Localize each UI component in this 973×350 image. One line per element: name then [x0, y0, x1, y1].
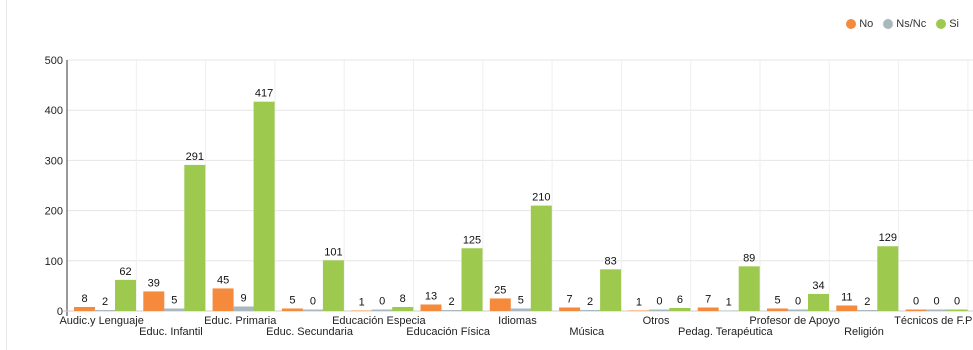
- bar-nsnc-11: [857, 310, 878, 311]
- bar-si-11: [877, 246, 898, 311]
- x-tick-label-9: Pedag. Terapéutica: [678, 326, 773, 338]
- bar-si-1: [184, 165, 205, 311]
- bar-no-1: [143, 291, 164, 311]
- bar-nsnc-8: [649, 310, 670, 312]
- data-label-si-5: 125: [463, 234, 481, 246]
- bar-no-7: [559, 307, 580, 311]
- bar-si-0: [115, 280, 136, 311]
- x-tick-label-6: Idiomas: [498, 315, 537, 327]
- data-label-nsnc-7: 2: [587, 296, 593, 308]
- data-label-si-1: 291: [186, 151, 204, 163]
- y-tick-label-100: 100: [45, 256, 63, 268]
- data-label-si-8: 6: [677, 294, 683, 306]
- bar-nsnc-7: [580, 310, 601, 311]
- x-tick-label-8: Otros: [643, 315, 670, 327]
- x-tick-label-7: Música: [569, 326, 605, 338]
- bar-no-5: [421, 304, 442, 311]
- data-label-nsnc-1: 5: [171, 294, 177, 306]
- bar-nsnc-5: [441, 310, 462, 311]
- data-label-si-11: 129: [879, 232, 897, 244]
- x-tick-label-3: Educ. Secundaria: [266, 326, 354, 338]
- bar-no-10: [767, 308, 788, 311]
- data-label-si-0: 62: [119, 266, 131, 278]
- bar-si-7: [600, 269, 621, 311]
- data-label-nsnc-11: 2: [864, 296, 870, 308]
- bar-nsnc-9: [718, 310, 739, 311]
- data-label-nsnc-2: 9: [241, 292, 247, 304]
- data-label-nsnc-3: 0: [310, 296, 316, 308]
- data-label-si-6: 210: [532, 192, 550, 204]
- bar-no-11: [836, 305, 857, 311]
- data-label-no-7: 7: [567, 293, 573, 305]
- data-label-nsnc-10: 0: [795, 296, 801, 308]
- bar-nsnc-12: [926, 310, 947, 312]
- bar-no-0: [74, 307, 95, 311]
- data-label-si-9: 89: [743, 252, 755, 264]
- data-label-nsnc-9: 1: [726, 296, 732, 308]
- y-tick-label-500: 500: [45, 55, 63, 67]
- x-tick-label-5: Educación Física: [406, 326, 491, 338]
- data-label-nsnc-6: 5: [518, 294, 524, 306]
- bar-si-6: [531, 206, 552, 311]
- bar-si-9: [739, 266, 760, 311]
- data-label-nsnc-8: 0: [656, 296, 662, 308]
- x-tick-label-11: Religión: [844, 326, 884, 338]
- data-label-no-12: 0: [913, 296, 919, 308]
- bar-nsnc-4: [372, 310, 393, 312]
- bar-nsnc-1: [164, 308, 185, 311]
- x-tick-label-0: Audic.y Lenguaje: [59, 315, 143, 327]
- data-label-no-11: 11: [841, 291, 852, 303]
- bar-no-6: [490, 298, 511, 311]
- data-label-no-3: 5: [289, 294, 295, 306]
- bar-no-9: [698, 307, 719, 311]
- data-label-si-10: 34: [812, 280, 824, 292]
- bar-no-4: [351, 310, 372, 311]
- bar-si-4: [392, 307, 413, 311]
- data-label-no-2: 45: [217, 274, 229, 286]
- data-label-no-1: 39: [148, 277, 160, 289]
- x-tick-label-12: Técnicos de F.P: [894, 315, 972, 327]
- bar-no-3: [282, 308, 303, 311]
- bar-nsnc-10: [788, 310, 809, 312]
- data-label-no-0: 8: [81, 293, 87, 305]
- bar-nsnc-3: [302, 310, 323, 312]
- bar-no-12: [906, 310, 927, 312]
- y-tick-label-400: 400: [45, 105, 63, 117]
- data-label-nsnc-0: 2: [102, 296, 108, 308]
- bar-si-2: [254, 102, 275, 311]
- data-label-nsnc-4: 0: [379, 296, 385, 308]
- bar-si-10: [808, 294, 829, 311]
- data-label-no-9: 7: [705, 293, 711, 305]
- bar-si-8: [669, 308, 690, 311]
- y-tick-label-300: 300: [45, 155, 63, 167]
- bar-no-8: [628, 310, 649, 311]
- data-label-si-7: 83: [604, 255, 616, 267]
- data-label-si-4: 8: [400, 293, 406, 305]
- bar-si-3: [323, 260, 344, 311]
- bar-nsnc-2: [233, 306, 254, 311]
- data-label-nsnc-5: 2: [448, 296, 454, 308]
- x-tick-label-10: Profesor de Apoyo: [749, 315, 840, 327]
- data-label-no-10: 5: [774, 294, 780, 306]
- data-label-si-12: 0: [954, 296, 960, 308]
- bar-nsnc-0: [95, 310, 116, 311]
- x-tick-label-1: Educ. Infantil: [139, 326, 203, 338]
- bar-nsnc-6: [510, 308, 531, 311]
- bar-si-5: [462, 248, 483, 311]
- data-label-si-2: 417: [255, 88, 273, 100]
- data-label-nsnc-12: 0: [934, 296, 940, 308]
- bar-no-2: [213, 288, 234, 311]
- data-label-si-3: 101: [324, 246, 342, 258]
- data-label-no-4: 1: [359, 296, 365, 308]
- y-tick-label-200: 200: [45, 206, 63, 218]
- data-label-no-8: 1: [636, 296, 642, 308]
- data-label-no-5: 13: [425, 290, 437, 302]
- bar-si-12: [947, 310, 968, 312]
- data-label-no-6: 25: [494, 284, 506, 296]
